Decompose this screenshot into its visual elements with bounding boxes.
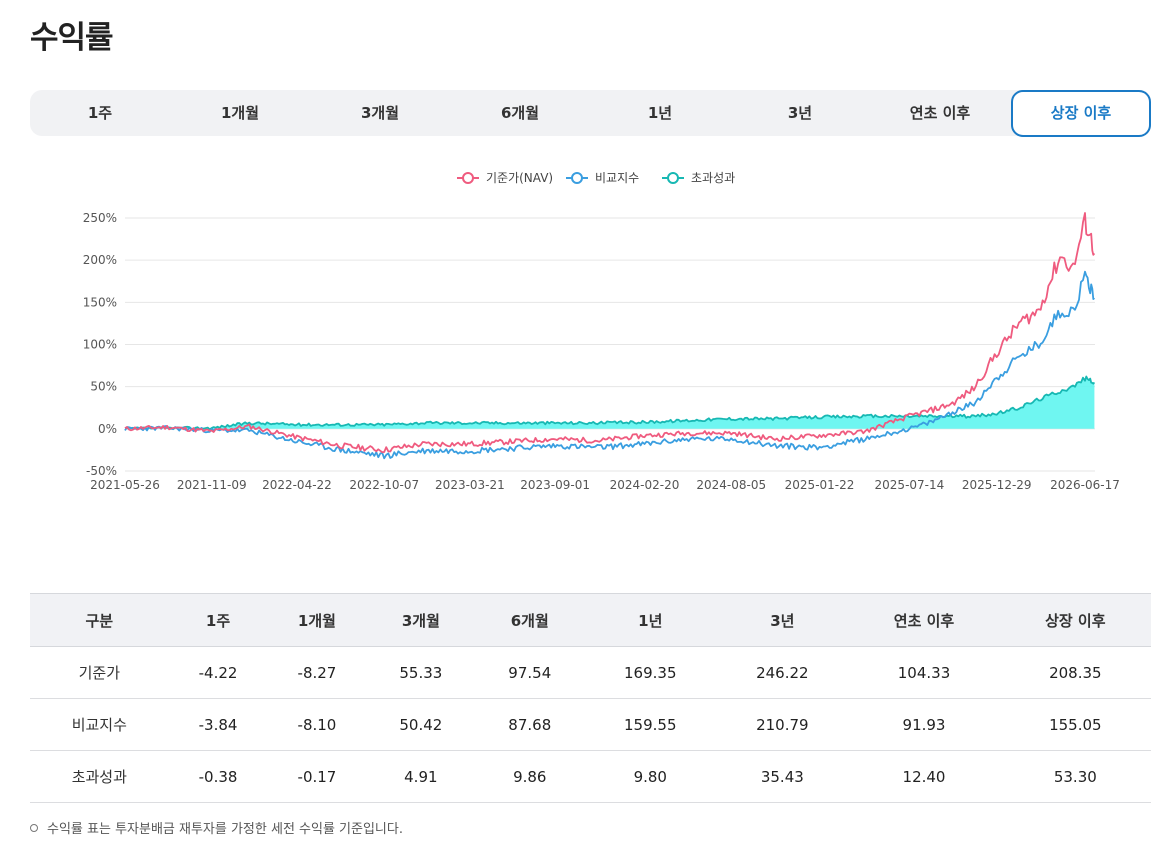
footnote: 수익률 표는 투자분배금 재투자를 가정한 세전 수익률 기준입니다. [30, 818, 403, 837]
series-area-excess [125, 376, 1095, 430]
row-label: 초과성과 [30, 750, 169, 803]
x-tick-label: 2023-03-21 [435, 478, 505, 492]
table-cell: 208.35 [999, 646, 1151, 699]
page-title: 수익률 [30, 20, 114, 56]
x-tick-label: 2023-09-01 [520, 478, 590, 492]
x-tick-label: 2021-05-26 [90, 478, 160, 492]
x-tick-label: 2026-06-17 [1050, 478, 1120, 492]
header-cell: 구분 [30, 593, 169, 647]
table-cell: -0.17 [267, 750, 367, 803]
table-row: 비교지수 -3.84 -8.10 50.42 87.68 159.55 210.… [30, 698, 1151, 751]
x-tick-label: 2024-08-05 [696, 478, 766, 492]
x-tick-label: 2022-04-22 [262, 478, 332, 492]
table-cell: -8.10 [267, 698, 367, 751]
x-tick-label: 2025-07-14 [875, 478, 945, 492]
tab-since-listing[interactable]: 상장 이후 [1011, 90, 1151, 137]
table-cell: 155.05 [999, 698, 1151, 751]
legend-marker [667, 172, 679, 184]
series-line-nav [124, 212, 1096, 454]
header-cell: 1년 [584, 593, 717, 647]
header-cell: 상장 이후 [999, 593, 1151, 647]
bullet-icon [30, 823, 38, 832]
table-cell: 53.30 [999, 750, 1151, 803]
series-line-excess [125, 375, 1096, 431]
y-tick-label: -50% [86, 464, 117, 478]
x-tick-label: 2022-10-07 [349, 478, 419, 492]
header-cell: 6개월 [475, 593, 585, 647]
legend-label: 비교지수 [595, 171, 639, 185]
legend-marker [571, 172, 583, 184]
header-cell: 연초 이후 [848, 593, 1000, 647]
series-line-benchmark [124, 270, 1096, 460]
row-label: 기준가 [30, 646, 169, 699]
header-cell: 1주 [168, 593, 268, 647]
table-cell: 55.33 [366, 646, 476, 699]
legend-marker [462, 172, 474, 184]
footnote-text: 수익률 표는 투자분배금 재투자를 가정한 세전 수익률 기준입니다. [47, 822, 403, 837]
tab-3-months[interactable]: 3개월 [360, 104, 400, 122]
x-tick-label: 2024-02-20 [610, 478, 680, 492]
y-tick-label: 0% [98, 422, 117, 436]
table-cell: -4.22 [168, 646, 268, 699]
tab-ytd[interactable]: 연초 이후 [909, 104, 971, 122]
y-tick-label: 150% [83, 295, 117, 309]
table-cell: 9.80 [584, 750, 717, 803]
table-cell: 50.42 [366, 698, 476, 751]
x-tick-label: 2025-01-22 [785, 478, 855, 492]
period-tabs: 1주 1개월 3개월 6개월 1년 3년 연초 이후 상장 이후 [30, 90, 1151, 137]
table-cell: 246.22 [716, 646, 849, 699]
table-cell: -0.38 [168, 750, 268, 803]
table-cell: 35.43 [716, 750, 849, 803]
row-label: 비교지수 [30, 698, 169, 751]
x-tick-label: 2021-11-09 [177, 478, 247, 492]
y-tick-label: 200% [83, 253, 117, 267]
header-cell: 3년 [716, 593, 849, 647]
tab-6-months[interactable]: 6개월 [500, 104, 540, 122]
table-cell: 169.35 [584, 646, 717, 699]
tab-3-years[interactable]: 3년 [787, 104, 813, 122]
tab-1-week[interactable]: 1주 [87, 104, 113, 122]
header-cell: 3개월 [366, 593, 476, 647]
table-cell: 91.93 [848, 698, 1000, 751]
tab-1-month[interactable]: 1개월 [220, 104, 260, 122]
table-cell: 159.55 [584, 698, 717, 751]
y-tick-label: 100% [83, 338, 117, 352]
table-header-row: 구분 1주 1개월 3개월 6개월 1년 3년 연초 이후 상장 이후 [30, 593, 1151, 647]
table-cell: -3.84 [168, 698, 268, 751]
y-tick-label: 50% [90, 380, 117, 394]
header-cell: 1개월 [267, 593, 367, 647]
legend-label: 기준가(NAV) [486, 171, 553, 185]
table-cell: 12.40 [848, 750, 1000, 803]
returns-chart: 250% 200% 150% 100% 50% 0% -50% 2021-05-26 2021-… [0, 160, 1169, 500]
table-row: 초과성과 -0.38 -0.17 4.91 9.86 9.80 35.43 12… [30, 750, 1151, 803]
returns-chart-svg: 250% 200% 150% 100% 50% 0% -50%2021-05-26 2021-… [83, 171, 1120, 492]
table-cell: 97.54 [475, 646, 585, 699]
table-cell: 87.68 [475, 698, 585, 751]
table-cell: 9.86 [475, 750, 585, 803]
x-tick-label: 2025-12-29 [962, 478, 1032, 492]
table-cell: 210.79 [716, 698, 849, 751]
tab-1-year[interactable]: 1년 [647, 104, 673, 122]
table-cell: 104.33 [848, 646, 1000, 699]
returns-table: 구분 1주 1개월 3개월 6개월 1년 3년 연초 이후 상장 이후 기준가 … [30, 593, 1151, 803]
y-tick-label: 250% [83, 211, 117, 225]
table-cell: -8.27 [267, 646, 367, 699]
legend-label: 초과성과 [691, 171, 735, 185]
table-cell: 4.91 [366, 750, 476, 803]
table-row: 기준가 -4.22 -8.27 55.33 97.54 169.35 246.2… [30, 646, 1151, 699]
